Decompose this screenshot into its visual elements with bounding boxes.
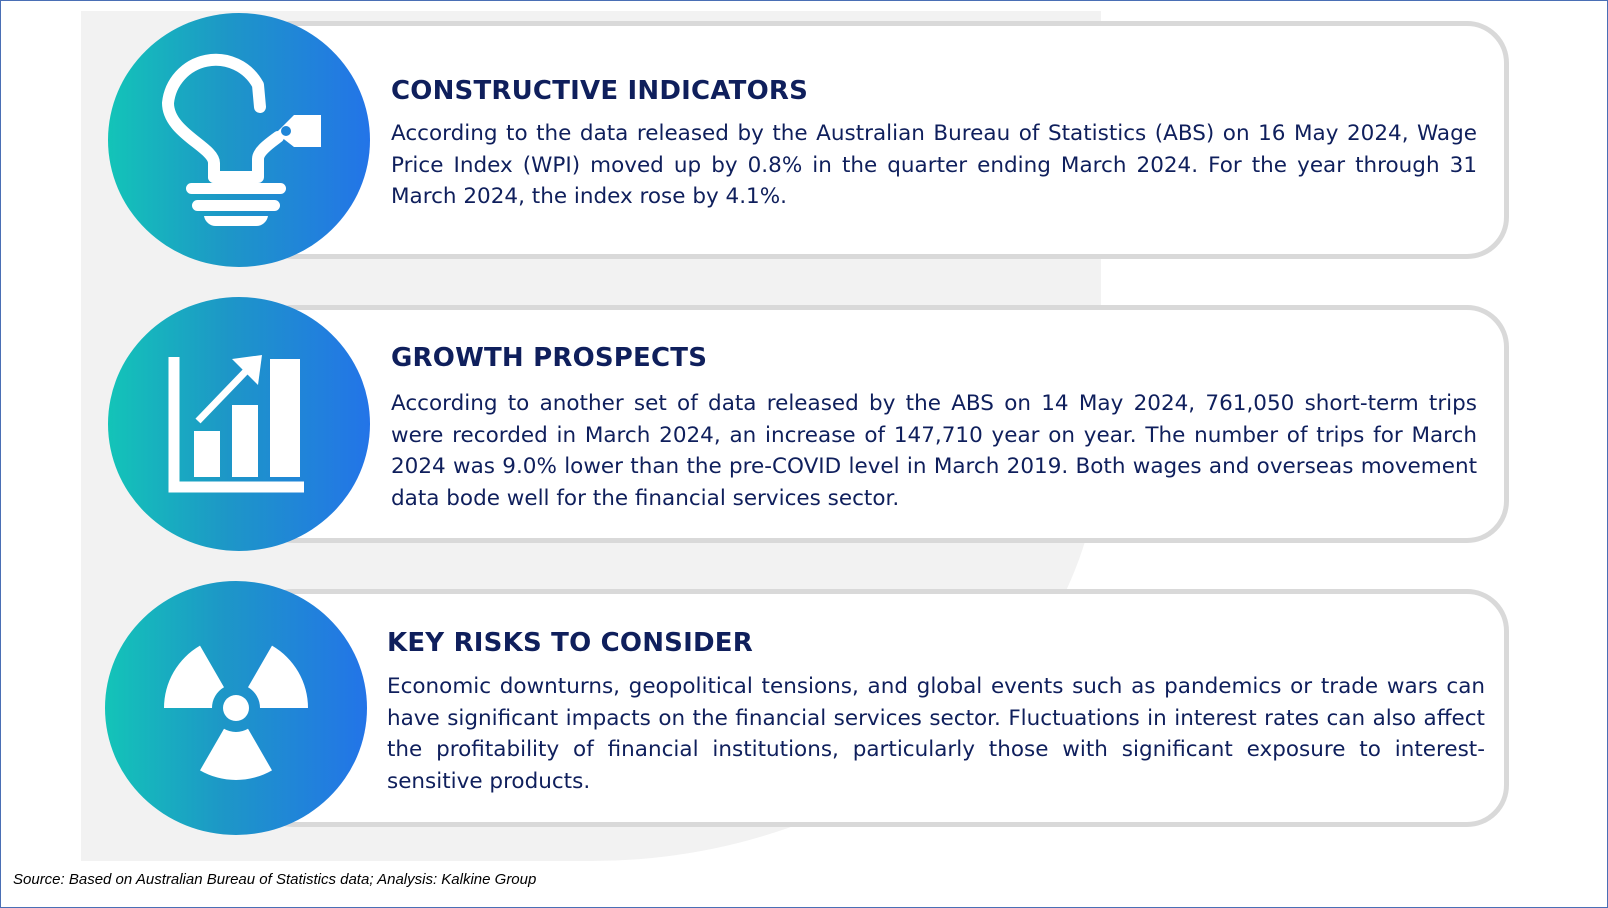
section-body: Economic downturns, geopolitical tension…	[387, 674, 1485, 794]
section-title: KEY RISKS TO CONSIDER	[387, 628, 753, 658]
section-body: According to another set of data release…	[391, 391, 1477, 511]
section-icon-circle	[108, 13, 370, 267]
section-title: CONSTRUCTIVE INDICATORS	[391, 76, 809, 106]
section-panel-growth-prospects	[251, 305, 1509, 543]
section-panel-constructive-indicators	[251, 21, 1509, 259]
radiation-hazard-icon	[164, 645, 308, 780]
source-note: Source: Based on Australian Bureau of St…	[13, 871, 537, 888]
section-title: GROWTH PROSPECTS	[391, 343, 708, 373]
section-icon-circle	[108, 297, 370, 551]
section-panel-key-risks	[251, 589, 1509, 827]
section-body: According to the data released by the Au…	[391, 121, 1477, 209]
section-icon-circle	[105, 581, 367, 835]
growth-chart-icon	[168, 355, 304, 493]
lightbulb-icon	[162, 53, 321, 227]
